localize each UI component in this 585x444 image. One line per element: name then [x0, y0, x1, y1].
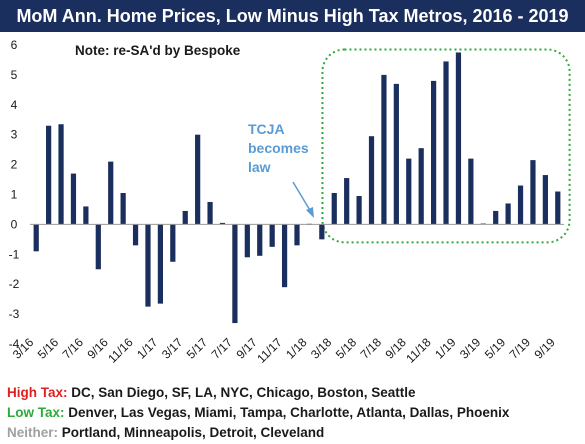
bar — [219, 222, 226, 225]
x-tick-label: 7/19 — [507, 335, 534, 362]
x-tick-label: 5/16 — [35, 335, 62, 362]
bar — [530, 160, 536, 225]
y-tick-label: 4 — [11, 98, 18, 112]
bar — [46, 125, 52, 225]
legend-low-tax: Low Tax: Denver, Las Vegas, Miami, Tampa… — [7, 405, 509, 420]
bar — [170, 224, 176, 262]
bar — [70, 173, 77, 225]
x-tick-label: 11/17 — [254, 335, 285, 366]
bar — [356, 195, 362, 225]
bar — [33, 224, 39, 252]
annotation-tcja-line: becomes — [248, 140, 309, 156]
bar — [443, 61, 449, 225]
bar — [294, 224, 300, 246]
chart-note: Note: re-SA'd by Bespoke — [75, 43, 241, 58]
bar — [406, 158, 412, 225]
legend-neither-text: Portland, Minneapolis, Detroit, Clevelan… — [58, 425, 325, 440]
y-tick-label: 5 — [11, 68, 18, 82]
legend-low-tax-text: Denver, Las Vegas, Miami, Tampa, Charlot… — [64, 405, 510, 420]
x-tick-label: 9/19 — [531, 335, 558, 362]
bar — [157, 224, 164, 304]
legend-high-tax: High Tax: DC, San Diego, SF, LA, NYC, Ch… — [7, 385, 416, 400]
bar — [132, 224, 139, 246]
x-tick-label: 11/16 — [105, 335, 136, 366]
bar — [331, 193, 337, 225]
bar — [505, 203, 511, 225]
bar — [418, 148, 424, 225]
y-tick-label: 2 — [11, 158, 18, 172]
bar — [195, 134, 201, 225]
x-tick-label: 1/17 — [134, 335, 161, 362]
bar — [344, 178, 350, 225]
y-tick-label: -2 — [9, 277, 20, 291]
annotation-arrow-head — [306, 207, 314, 218]
x-tick-label: 7/18 — [358, 335, 385, 362]
bar — [207, 201, 213, 225]
bar — [393, 83, 399, 225]
bar — [269, 224, 275, 247]
bar — [244, 224, 250, 258]
x-tick-label: 1/18 — [283, 335, 310, 362]
bar — [257, 224, 263, 256]
y-tick-label: 3 — [11, 128, 18, 142]
bar — [58, 124, 64, 225]
y-tick-label: -4 — [9, 337, 20, 351]
chart-title: MoM Ann. Home Prices, Low Minus High Tax… — [0, 0, 585, 32]
bar — [555, 191, 561, 225]
bar — [95, 224, 101, 270]
bar — [281, 224, 288, 288]
bar — [430, 80, 437, 225]
x-tick-label: 11/18 — [403, 335, 434, 366]
y-tick-label: -3 — [9, 307, 20, 321]
legend-neither-key: Neither: — [7, 425, 59, 440]
legend-low-tax-key: Low Tax: — [7, 405, 65, 420]
y-tick-label: 0 — [11, 217, 18, 231]
x-tick-label: 5/17 — [184, 335, 211, 362]
bar — [368, 136, 375, 225]
legend-high-tax-text: DC, San Diego, SF, LA, NYC, Chicago, Bos… — [67, 385, 416, 400]
x-tick-label: 3/19 — [457, 335, 484, 362]
legend-neither: Neither: Portland, Minneapolis, Detroit,… — [7, 425, 324, 440]
bar — [83, 206, 89, 225]
legend-high-tax-key: High Tax: — [7, 385, 68, 400]
bar — [542, 175, 548, 225]
bar — [493, 210, 499, 225]
bar — [232, 224, 238, 324]
bar-chart: -4-3-2-101234563/165/167/169/1611/161/17… — [9, 38, 571, 366]
bar — [108, 161, 114, 225]
bar — [182, 210, 188, 225]
annotation-arrow-line — [292, 181, 312, 213]
annotation-tcja-line: law — [248, 159, 271, 175]
y-tick-label: -1 — [9, 247, 20, 261]
bar — [468, 158, 474, 225]
annotation-tcja-line: TCJA — [248, 121, 285, 137]
bar — [517, 185, 524, 225]
x-tick-label: 5/19 — [482, 335, 509, 362]
bar — [145, 224, 151, 307]
x-tick-label: 3/17 — [159, 335, 186, 362]
x-tick-label: 1/19 — [432, 335, 459, 362]
bar — [381, 74, 387, 225]
highlight-box — [321, 48, 571, 244]
x-tick-label: 5/18 — [333, 335, 360, 362]
bar — [120, 193, 126, 225]
x-tick-label: 7/17 — [209, 335, 236, 362]
bar — [319, 224, 325, 240]
bar — [455, 52, 462, 225]
y-tick-label: 6 — [11, 38, 18, 52]
y-tick-label: 1 — [11, 188, 18, 202]
x-tick-label: 7/16 — [60, 335, 87, 362]
x-tick-label: 3/18 — [308, 335, 335, 362]
